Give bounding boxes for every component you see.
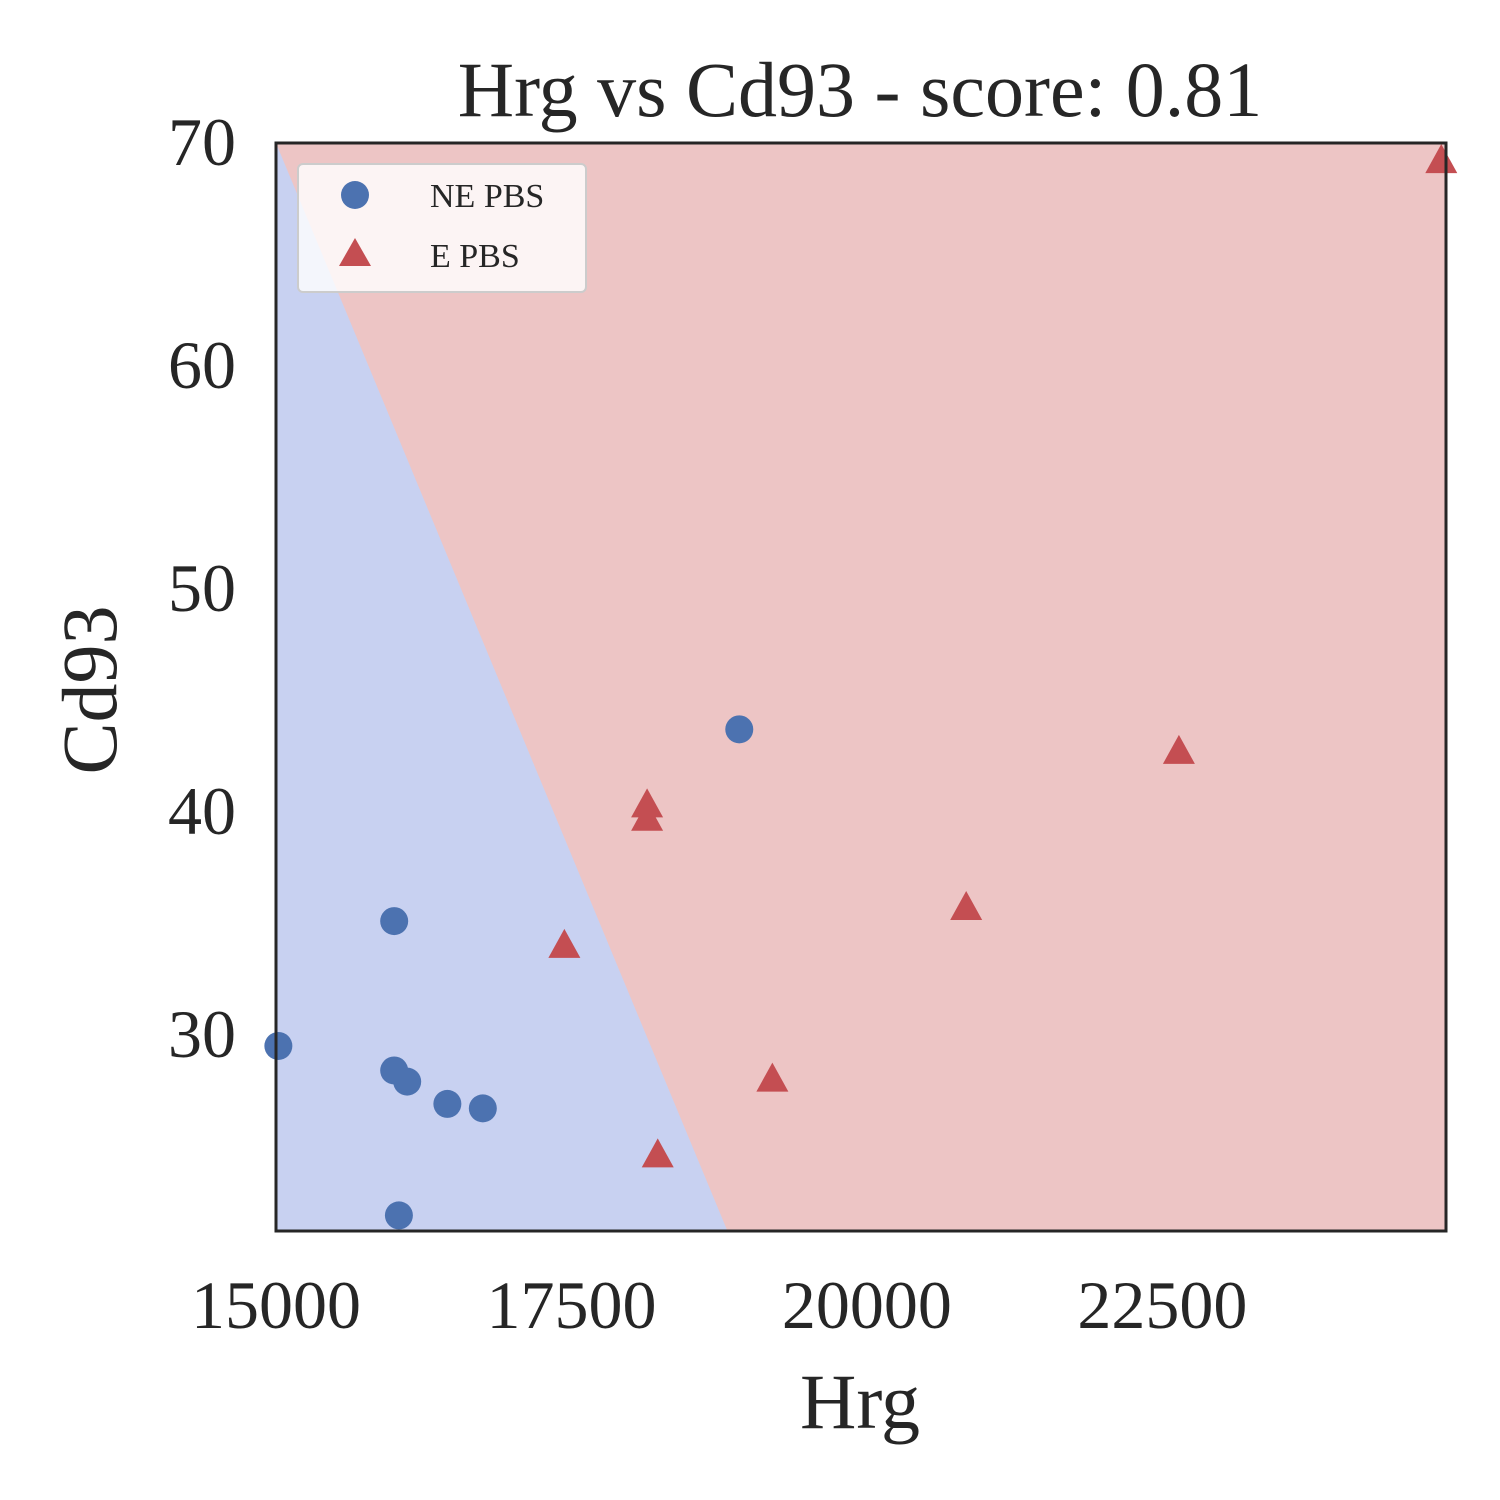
legend-marker-e-pbs: [339, 238, 371, 266]
x-tick-label: 20000: [782, 1267, 952, 1343]
chart-title: Hrg vs Cd93 - score: 0.81: [458, 46, 1263, 133]
ne-pbs-point-3: [393, 1067, 422, 1096]
legend-marker-ne-pbs: [341, 181, 369, 209]
y-tick-label: 60: [168, 327, 236, 403]
ne-pbs-point-0: [264, 1031, 293, 1060]
y-tick-label: 70: [168, 104, 236, 180]
e-pbs-point-3: [641, 1138, 674, 1168]
y-axis-ticks: 30 40 50 60 70: [168, 104, 236, 1072]
ne-pbs-point-5: [468, 1094, 497, 1123]
e-pbs-point-2: [631, 801, 664, 831]
e-pbs-point-5: [950, 890, 983, 920]
x-axis-label: Hrg: [800, 1358, 920, 1445]
x-axis-ticks: 15000 17500 20000 22500: [191, 1267, 1247, 1343]
plot-frame: [274, 141, 1448, 1233]
x-tick-label: 17500: [486, 1267, 656, 1343]
e-pbs-point-6: [1162, 734, 1195, 764]
e-pbs-point-7: [1425, 144, 1458, 174]
ne-pbs-point-6: [384, 1201, 413, 1230]
ne-pbs-point-1: [380, 907, 409, 936]
y-axis-label: Cd93: [46, 605, 133, 774]
ne-pbs-point-4: [433, 1089, 462, 1118]
plot-area: [264, 141, 1458, 1233]
x-tick-label: 15000: [191, 1267, 361, 1343]
x-tick-label: 22500: [1077, 1267, 1247, 1343]
data-points: [264, 144, 1458, 1230]
legend-label-ne-pbs: NE PBS: [430, 178, 544, 215]
legend-box: [297, 163, 587, 293]
legend-label-e-pbs: E PBS: [430, 238, 520, 275]
ne-pbs-region: [276, 143, 728, 1231]
ne-pbs-point-7: [725, 715, 754, 744]
y-tick-label: 40: [168, 773, 236, 849]
e-pbs-point-0: [548, 928, 581, 958]
y-tick-label: 30: [168, 996, 236, 1072]
y-tick-label: 50: [168, 550, 236, 626]
legend: NE PBS E PBS: [297, 163, 587, 293]
e-pbs-point-4: [756, 1062, 789, 1092]
